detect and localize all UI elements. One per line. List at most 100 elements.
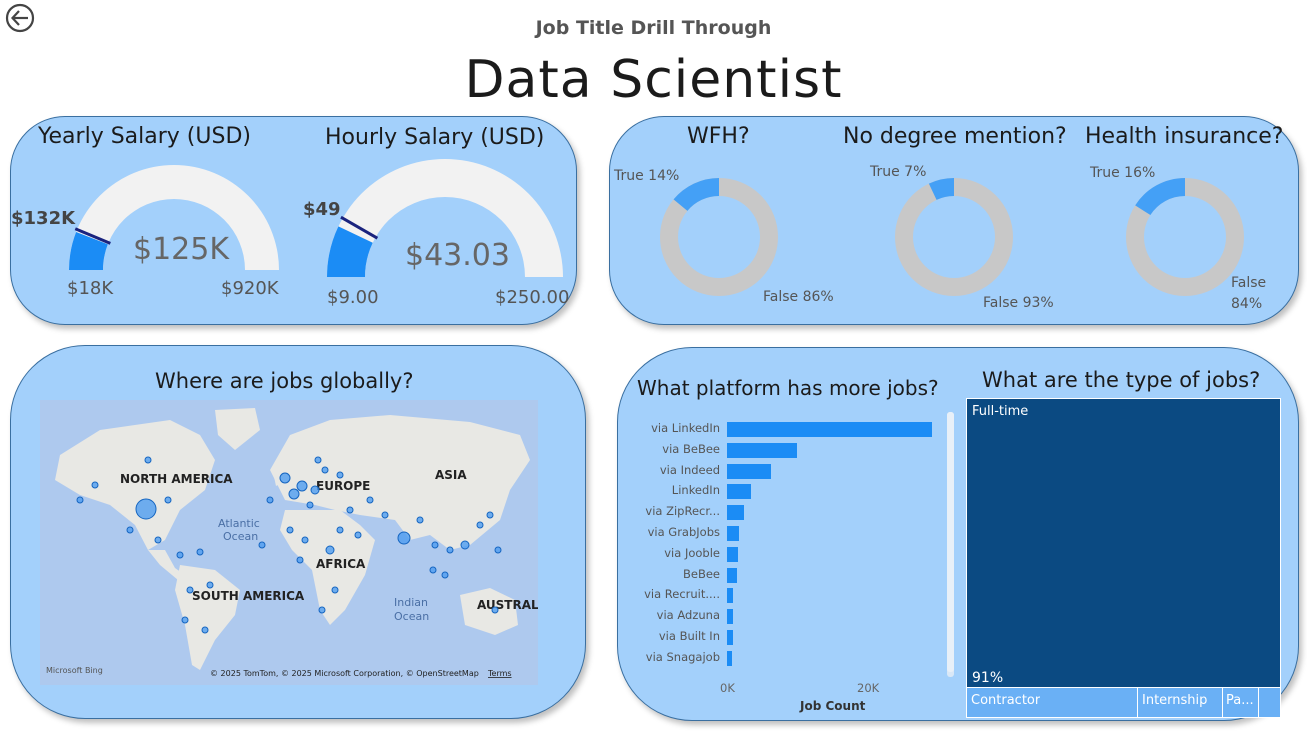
bar-label: via Built In (658, 629, 720, 643)
yearly-gauge-target (74, 227, 111, 245)
greenland-land (215, 408, 260, 450)
x-tick-20k: 20K (857, 681, 880, 695)
platform-bar[interactable] (727, 567, 738, 583)
bar-label: via Recruit.... (644, 587, 720, 602)
yearly-salary-min: $18K (67, 278, 114, 299)
wfh-title: WFH? (687, 124, 750, 149)
x-tick-0k: 0K (720, 681, 735, 695)
treemap-other[interactable] (1258, 687, 1281, 718)
platform-bar-chart[interactable]: via LinkedIn via BeBee via Indeed LinkedIn v… (630, 415, 960, 675)
page-subtitle: Job Title Drill Through (535, 17, 772, 39)
health-false-label: False (1231, 275, 1267, 291)
x-axis-label: Job Count (800, 699, 866, 713)
hourly-salary-min: $9.00 (327, 287, 379, 308)
yearly-gauge-track (69, 165, 279, 270)
job-location-bubbles[interactable] (76, 456, 502, 634)
yearly-salary-value: $125K (133, 232, 230, 267)
no-degree-false-label: False 93% (983, 295, 1054, 311)
world-map[interactable]: NORTH AMERICA EUROPE ASIA AFRICA SOUTH A… (40, 400, 538, 685)
jobtype-treemap[interactable]: Full-time 91% Contractor Internship Pa..… (966, 398, 1281, 718)
scrollbar-thumb[interactable] (947, 412, 954, 672)
treemap-parttime[interactable]: Pa... (1222, 687, 1259, 718)
hourly-salary-max: $250.00 (495, 287, 570, 308)
treemap-contractor[interactable]: Contractor (966, 687, 1138, 718)
hourly-salary-gauge[interactable] (318, 157, 568, 282)
platform-bar[interactable] (727, 422, 932, 437)
platform-bar[interactable] (727, 609, 733, 625)
platform-bar[interactable] (727, 630, 733, 645)
no-degree-donut-true (928, 178, 955, 201)
yearly-salary-title: Yearly Salary (USD) (38, 124, 251, 149)
wfh-donut-true (673, 178, 720, 212)
platform-bar[interactable] (727, 588, 734, 604)
treemap-parttime-label: Pa... (1226, 693, 1254, 708)
north-america-land (55, 420, 215, 550)
label-africa: AFRICA (316, 557, 366, 571)
treemap-contractor-label: Contractor (971, 693, 1041, 708)
treemap-internship[interactable]: Internship (1137, 687, 1223, 718)
bar-label: via ZipRecr... (645, 504, 720, 519)
platform-bar[interactable] (727, 463, 771, 479)
yearly-salary-max: $920K (221, 278, 279, 299)
wfh-donut[interactable] (657, 175, 781, 299)
label-europe: EUROPE (316, 479, 370, 493)
platform-bar[interactable] (727, 546, 739, 562)
label-south-america: SOUTH AMERICA (192, 589, 305, 603)
hourly-gauge-track (327, 159, 563, 277)
yearly-gauge-fill (69, 231, 108, 270)
jobtype-title: What are the type of jobs? (982, 368, 1261, 392)
label-australia: AUSTRALIA (477, 598, 538, 612)
health-true-label: True 16% (1090, 165, 1156, 181)
platform-bar[interactable] (727, 484, 751, 500)
bar-label: via Indeed (659, 462, 720, 477)
treemap-fulltime-label: Full-time (972, 404, 1029, 419)
health-insurance-donut[interactable] (1123, 175, 1247, 299)
platform-bar[interactable] (727, 650, 732, 666)
no-degree-title: No degree mention? (843, 124, 1067, 149)
central-america-land (148, 550, 185, 580)
no-degree-donut-false (895, 178, 1013, 296)
bar-label: via GrabJobs (647, 525, 720, 539)
wfh-true-label: True 14% (614, 168, 680, 184)
no-degree-true-label: True 7% (870, 164, 927, 180)
treemap-fulltime-pct: 91% (972, 670, 1004, 686)
bar-label: via Jooble (664, 545, 720, 560)
world-map-canvas: NORTH AMERICA EUROPE ASIA AFRICA SOUTH A… (46, 408, 538, 678)
bar-label: via Snagajob (645, 649, 720, 664)
no-degree-donut[interactable] (892, 175, 1016, 299)
label-indian-1: Indian (394, 596, 428, 609)
health-donut-true (1135, 178, 1186, 216)
label-asia: ASIA (435, 468, 467, 482)
map-terms-link[interactable]: Terms (487, 669, 512, 678)
platform-chart-title: What platform has more jobs? (637, 376, 939, 400)
health-insurance-title: Health insurance? (1085, 124, 1284, 149)
label-atlantic-1: Atlantic (218, 517, 260, 530)
hourly-gauge-target (340, 215, 379, 240)
hourly-gauge-fill (327, 226, 373, 277)
bar-label: via Adzuna (656, 608, 720, 623)
bar-chart-scrollbar[interactable] (947, 412, 954, 677)
map-title: Where are jobs globally? (155, 369, 414, 393)
health-false-pct: 84% (1231, 296, 1263, 312)
treemap-internship-label: Internship (1142, 693, 1208, 708)
label-atlantic-2: Ocean (223, 530, 258, 543)
platform-bar[interactable] (727, 526, 739, 541)
platform-bar[interactable] (727, 505, 744, 521)
australia-land (460, 588, 518, 635)
bing-logo: Microsoft Bing (46, 666, 103, 675)
label-indian-2: Ocean (394, 610, 429, 623)
bar-label: via LinkedIn (651, 421, 720, 435)
platform-bar[interactable] (727, 442, 798, 458)
bar-label: BeBee (682, 566, 720, 581)
treemap-fulltime[interactable]: Full-time 91% (966, 398, 1281, 688)
map-attribution: © 2025 TomTom, © 2025 Microsoft Corporat… (210, 669, 479, 678)
yearly-salary-gauge[interactable] (60, 160, 290, 280)
eurasia-land (270, 415, 530, 550)
label-north-america: NORTH AMERICA (120, 472, 233, 486)
back-arrow-icon[interactable] (5, 3, 35, 33)
page-title: Data Scientist (464, 50, 843, 110)
hourly-salary-target: $49 (303, 199, 341, 220)
yearly-salary-target: $132K (11, 208, 76, 229)
wfh-false-label: False 86% (763, 289, 834, 305)
bar-label: via BeBee (662, 441, 720, 456)
